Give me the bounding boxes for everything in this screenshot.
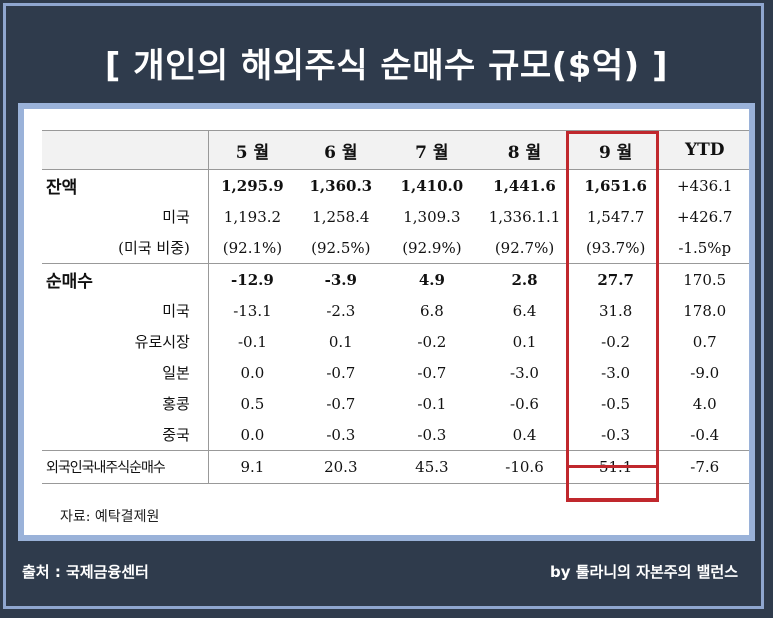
table-row: 일본 0.0 -0.7 -0.7 -3.0 -3.0 -9.0 [42, 357, 749, 388]
table-cell: 1,547.7 [587, 207, 645, 226]
row-label: 외국인국내주식순매수 [42, 450, 209, 484]
table-row: 외국인국내주식순매수 9.1 20.3 45.3 -10.6 51.1 -7.6 [42, 450, 749, 484]
table-cell: 0.4 [512, 425, 537, 444]
table-cell: -10.6 [478, 450, 571, 484]
row-label: 순매수 [42, 263, 209, 295]
row-label: 미국 [162, 208, 190, 226]
table-cell: 1,410.0 [400, 176, 464, 195]
table-cell: -9.0 [690, 363, 720, 382]
table-row: 중국 0.0 -0.3 -0.3 0.4 -0.3 -0.4 [42, 419, 749, 451]
table-cell: (92.9%) [402, 238, 462, 257]
table-cell: -0.3 [326, 425, 356, 444]
table-header-row: 5 월 6 월 7 월 8 월 9 월 YTD [42, 130, 749, 170]
table-cell: 1,651.6 [584, 176, 647, 195]
table-cell: 1,309.3 [403, 207, 461, 226]
table-cell: 1,336.1.1 [488, 207, 561, 226]
table-cell: -0.2 [601, 332, 631, 351]
table-cell: 2.8 [478, 263, 571, 295]
row-label: 잔액 [46, 178, 78, 198]
table-panel-frame: 5 월 6 월 7 월 8 월 9 월 YTD 잔액 1,295.9 1,360… [18, 103, 755, 541]
footer-credit: by 툴라니의 자본주의 밸런스 [550, 563, 738, 581]
table-row: 순매수 -12.9 -3.9 4.9 2.8 27.7 170.5 [42, 263, 749, 295]
table-cell: 1,441.6 [493, 176, 556, 195]
header-cell: 6 월 [296, 130, 386, 170]
table-cell: 6.8 [419, 301, 444, 320]
table-cell: 0.5 [207, 388, 296, 419]
row-label: 미국 [162, 302, 190, 320]
table-cell: -0.4 [690, 425, 720, 444]
data-table: 5 월 6 월 7 월 8 월 9 월 YTD 잔액 1,295.9 1,360… [42, 130, 749, 484]
table-cell: -3.9 [296, 263, 386, 295]
table-cell: -3.0 [510, 363, 539, 382]
table-cell: -3.0 [601, 363, 631, 382]
table-cell: -0.3 [417, 425, 447, 444]
table-cell: 0.1 [328, 332, 353, 351]
table-cell: (92.7%) [494, 238, 555, 257]
table-cell: 178.0 [683, 301, 727, 320]
table-cell: 0.0 [207, 357, 296, 388]
table-cell: -7.6 [660, 450, 749, 484]
table-cell: -0.7 [326, 363, 356, 382]
chart-title: [ 개인의 해외주식 순매수 규모($억) ] [104, 46, 669, 86]
table-cell: 45.3 [385, 450, 479, 484]
row-label: 일본 [162, 364, 190, 382]
table-row: 홍콩 0.5 -0.7 -0.1 -0.6 -0.5 4.0 [42, 388, 749, 419]
table-row: 미국 1,193.2 1,258.4 1,309.3 1,336.1.1 1,5… [42, 201, 749, 232]
table-cell: 0.1 [512, 332, 537, 351]
table-cell: 9.1 [207, 450, 296, 484]
table-row: 미국 -13.1 -2.3 6.8 6.4 31.8 178.0 [42, 295, 749, 326]
table-cell: -0.3 [601, 425, 631, 444]
table-cell: -0.1 [417, 394, 447, 413]
table-cell: -12.9 [207, 263, 296, 295]
header-cell: 7 월 [385, 130, 479, 170]
table-cell: +436.1 [676, 176, 733, 195]
table-cell: -0.5 [601, 394, 631, 413]
header-cell: YTD [660, 130, 749, 170]
table-cell: -0.7 [326, 394, 356, 413]
outer-frame [3, 3, 764, 609]
table-cell: -13.1 [207, 295, 296, 326]
table-cell: 51.1 [570, 450, 661, 484]
table-cell: 4.9 [385, 263, 479, 295]
table-panel: 5 월 6 월 7 월 8 월 9 월 YTD 잔액 1,295.9 1,360… [24, 109, 749, 535]
footer-source: 출처 : 국제금융센터 [22, 563, 149, 581]
header-cell: 5 월 [207, 130, 296, 170]
table-cell: 0.0 [207, 419, 296, 451]
row-label: 홍콩 [162, 395, 190, 413]
row-label: 중국 [162, 426, 190, 444]
table-cell: 31.8 [598, 301, 633, 320]
table-cell: -0.2 [417, 332, 447, 351]
table-row: 유로시장 -0.1 0.1 -0.2 0.1 -0.2 0.7 [42, 326, 749, 357]
table-cell: 1,360.3 [309, 176, 373, 195]
table-cell: 4.0 [692, 394, 717, 413]
table-cell: (93.7%) [585, 238, 646, 257]
table-cell: 1,193.2 [207, 201, 296, 232]
table-cell: 1,258.4 [312, 207, 370, 226]
row-label: 유로시장 [134, 333, 190, 351]
table-cell: -2.3 [326, 301, 356, 320]
table-cell: (92.5%) [311, 238, 371, 257]
table-row: (미국 비중) (92.1%) (92.5%) (92.9%) (92.7%) … [42, 232, 749, 264]
table-cell: 1,295.9 [207, 169, 296, 201]
source-note: 자료: 예탁결제원 [60, 509, 160, 525]
header-cell: 9 월 [570, 130, 661, 170]
row-label: (미국 비중) [118, 239, 190, 257]
table-cell: -1.5%p [678, 238, 732, 257]
table-cell: 0.7 [692, 332, 717, 351]
table-cell: 170.5 [660, 263, 749, 295]
table-cell: -0.7 [417, 363, 447, 382]
table-cell: 6.4 [512, 301, 537, 320]
header-cell: 8 월 [478, 130, 571, 170]
table-cell: 20.3 [296, 450, 386, 484]
table-cell: -0.6 [510, 394, 539, 413]
table-cell: (92.1%) [207, 232, 296, 264]
table-cell: -0.1 [207, 326, 296, 357]
table-cell: 27.7 [570, 263, 661, 295]
table-row: 잔액 1,295.9 1,360.3 1,410.0 1,441.6 1,651… [42, 169, 749, 201]
header-cell [42, 130, 209, 170]
table-cell: +426.7 [676, 207, 733, 226]
